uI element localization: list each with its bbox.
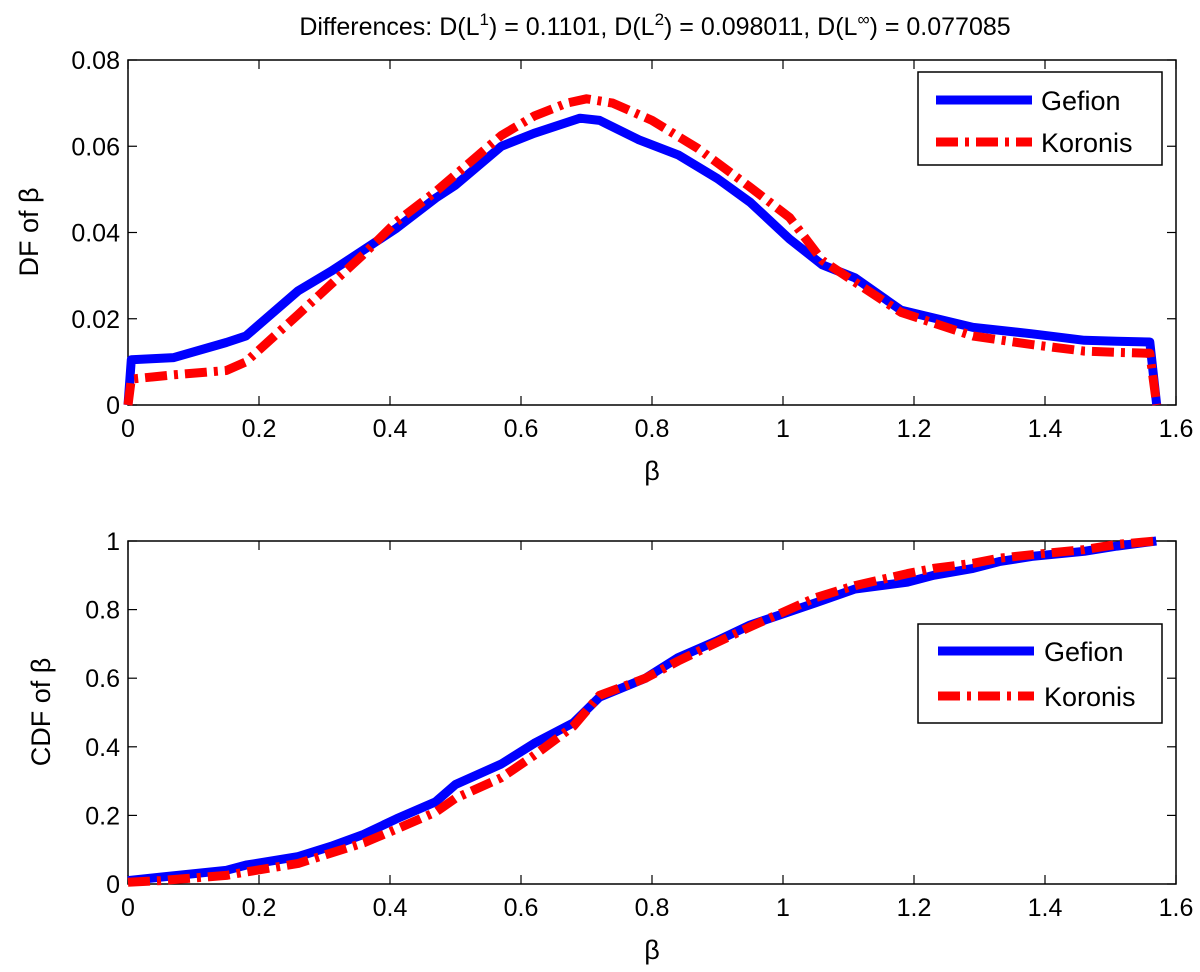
chart-title: Differences: D(L1) = 0.1101, D(L2) = 0.0… bbox=[299, 10, 1010, 41]
cdf-x-tick-label: 1 bbox=[776, 894, 790, 922]
cdf-y-tick-label: 0.4 bbox=[85, 734, 120, 762]
df-line-gefion bbox=[123, 113, 1162, 406]
cdf-x-tick-label: 0 bbox=[121, 894, 135, 922]
df-plot: 0 0.2 0.4 0.6 0.8 1 1.2 1.4 1.6 0 0.02 0.04 0.06 0.08… bbox=[14, 47, 1193, 486]
df-x-tick-label: 0.2 bbox=[242, 415, 277, 443]
cdf-y-tick-label: 0 bbox=[106, 871, 120, 899]
cdf-y-tick-label: 1 bbox=[106, 528, 120, 556]
df-y-tick-label: 0 bbox=[106, 392, 120, 420]
df-ticks: 0 0.2 0.4 0.6 0.8 1 1.2 1.4 1.6 0 0.02 0.04 0.06 0.08 bbox=[71, 47, 1193, 443]
df-legend: Gefion Koronis bbox=[917, 71, 1163, 166]
df-series bbox=[123, 94, 1162, 406]
cdf-x-tick-label: 1.4 bbox=[1028, 894, 1063, 922]
cdf-ticks: 0 0.2 0.4 0.6 0.8 1 1.2 1.4 1.6 0 0.2 0.4 0.6 0.8 1 bbox=[85, 528, 1193, 922]
df-line-koronis bbox=[123, 94, 1162, 406]
cdf-legend-koronis-label: Koronis bbox=[1044, 682, 1136, 712]
cdf-y-tick-label: 0.6 bbox=[85, 665, 120, 693]
cdf-y-tick-label: 0.8 bbox=[85, 597, 120, 625]
cdf-legend: Gefion Koronis bbox=[917, 623, 1163, 724]
cdf-x-tick-label: 0.2 bbox=[242, 894, 277, 922]
cdf-line-koronis bbox=[127, 536, 1157, 887]
df-legend-koronis-label: Koronis bbox=[1041, 128, 1133, 158]
cdf-x-tick-label: 0.6 bbox=[504, 894, 539, 922]
cdf-y-axis-label: CDF of β bbox=[26, 658, 56, 767]
cdf-x-axis-label: β bbox=[644, 935, 660, 965]
df-x-tick-label: 1 bbox=[776, 415, 790, 443]
cdf-series bbox=[127, 536, 1157, 887]
cdf-plot: 0 0.2 0.4 0.6 0.8 1 1.2 1.4 1.600.20.40.60.81 β … bbox=[26, 528, 1193, 965]
df-legend-box bbox=[917, 71, 1163, 166]
cdf-legend-box bbox=[917, 623, 1163, 724]
df-y-tick-label: 0.06 bbox=[71, 133, 120, 161]
cdf-y-tick-label: 0.2 bbox=[85, 802, 120, 830]
cdf-x-tick-label: 1.6 bbox=[1159, 894, 1194, 922]
df-x-tick-label: 0.6 bbox=[504, 415, 539, 443]
cdf-legend-gefion-label: Gefion bbox=[1044, 637, 1124, 667]
df-x-tick-label: 0.4 bbox=[373, 415, 408, 443]
cdf-x-tick-label: 0.4 bbox=[373, 894, 408, 922]
df-y-tick-label: 0.02 bbox=[71, 306, 120, 334]
df-x-tick-label: 1.4 bbox=[1028, 415, 1063, 443]
df-y-tick-label: 0.08 bbox=[71, 47, 120, 75]
df-x-tick-label: 1.6 bbox=[1159, 415, 1194, 443]
df-x-axis-label: β bbox=[644, 456, 660, 486]
cdf-x-tick-label: 1.2 bbox=[897, 894, 932, 922]
df-legend-gefion-label: Gefion bbox=[1041, 86, 1121, 116]
df-x-tick-label: 0.8 bbox=[635, 415, 670, 443]
df-y-tick-label: 0.04 bbox=[71, 220, 120, 248]
df-x-tick-label: 1.2 bbox=[897, 415, 932, 443]
df-y-axis-label: DF of β bbox=[14, 187, 44, 276]
cdf-x-tick-label: 0.8 bbox=[635, 894, 670, 922]
df-x-tick-label: 0 bbox=[121, 415, 135, 443]
